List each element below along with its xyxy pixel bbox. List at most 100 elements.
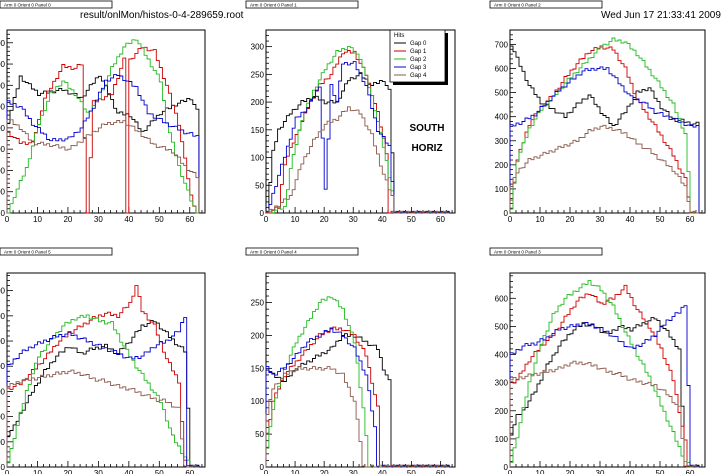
y-tick-label: 100 (251, 154, 265, 163)
series-gap-4 (509, 124, 699, 214)
y-tick-label: 600 (495, 65, 509, 74)
x-tick-label: 40 (124, 469, 133, 474)
y-axis: 0 100 200 300 400 500 600 700 800 (0, 29, 13, 218)
y-tick-label: 700 (0, 287, 6, 296)
series-gap-0 (509, 317, 700, 468)
x-tick-label: 40 (378, 469, 387, 474)
x-tick-label: 30 (94, 215, 103, 224)
panel-3: Arm 0 Orient 0 Panel 30 10 20 30 40 50 6001002… (489, 247, 706, 474)
y-tick-label: 100 (0, 438, 6, 447)
x-tick-label: 0 (508, 215, 513, 224)
y-tick-label: 300 (495, 137, 509, 146)
x-axis: 0 10 20 30 40 50 60 (508, 461, 703, 474)
series-gap-0 (6, 319, 200, 468)
series-gap-3 (6, 317, 200, 468)
side-label: SOUTH (410, 123, 445, 134)
y-axis: 0 100 200 300 400 500 600 700 (0, 275, 13, 472)
y-tick-label: 700 (495, 40, 509, 49)
y-tick-label: 100 (495, 185, 509, 194)
y-tick-label: 500 (0, 103, 6, 112)
plot-frame (265, 29, 456, 214)
x-tick-label: 0 (5, 215, 10, 224)
series-gap-3 (509, 305, 700, 468)
x-axis: 0 10 20 30 40 50 60 (264, 207, 453, 224)
x-tick-label: 30 (349, 469, 358, 474)
x-tick-label: 0 (508, 469, 513, 474)
x-tick-label: 50 (656, 469, 665, 474)
panel-title: Arm 0 Orient 0 Panel 4 (250, 250, 297, 255)
y-tick-label: 100 (0, 188, 6, 197)
y-tick-label: 200 (0, 166, 6, 175)
y-tick-label: 250 (251, 299, 265, 308)
series-gap-4 (509, 360, 699, 468)
y-tick-label: 500 (0, 337, 6, 346)
x-tick-label: 40 (124, 215, 133, 224)
y-tick-label: 0 (1, 463, 6, 472)
panel-0: Arm 0 Orient 0 Panel 0010203040506001002… (0, 0, 206, 224)
y-tick-label: 800 (0, 39, 6, 48)
panel-title-tab: Arm 0 Orient 0 Panel 1 (245, 0, 359, 9)
panel-title: Arm 0 Orient 0 Panel 1 (250, 3, 297, 8)
panel-title-tab: Arm 0 Orient 0 Panel 0 (0, 0, 113, 9)
x-tick-label: 10 (536, 215, 545, 224)
series-gap-1 (509, 45, 699, 214)
series-gap-4 (266, 106, 450, 214)
series-gap-2 (266, 46, 450, 214)
x-tick-label: 20 (63, 215, 72, 224)
panel-title-tab: Arm 0 Orient 0 Panel 2 (489, 0, 603, 9)
x-tick-label: 50 (407, 469, 416, 474)
legend: Hits Gap 0 Gap 1 Gap 2 Gap 3 Gap 4 (389, 29, 448, 85)
panel-title-box (489, 0, 603, 9)
series-gap-1 (509, 284, 699, 468)
series-gap-0 (509, 45, 700, 213)
datetime-label: Wed Jun 17 21:33:41 2009 (601, 10, 721, 21)
series-gap-1 (265, 326, 450, 468)
y-tick-label: 50 (255, 430, 264, 439)
x-tick-label: 20 (320, 215, 329, 224)
y-tick-label: 200 (251, 331, 265, 340)
y-tick-label: 200 (251, 98, 265, 107)
y-tick-label: 500 (495, 322, 509, 331)
panel-title-tab: Arm 0 Orient 0 Panel 4 (245, 247, 359, 256)
series-gap-1 (6, 285, 199, 468)
x-tick-label: 30 (349, 215, 358, 224)
panel-4: Arm 0 Orient 0 Panel 4 0 10 20 30 40 50 60 0 50 10… (245, 247, 456, 474)
y-tick-label: 300 (0, 145, 6, 154)
panel-title-box (0, 247, 113, 256)
x-tick-label: 20 (566, 469, 575, 474)
legend-title: Hits (394, 33, 404, 39)
x-tick-label: 30 (596, 469, 605, 474)
series-gap-2 (6, 314, 199, 468)
legend-entry: Gap 3 (410, 65, 427, 71)
x-tick-label: 60 (686, 469, 695, 474)
y-tick-label: 400 (0, 362, 6, 371)
panel-title-box (245, 247, 359, 256)
y-tick-label: 200 (0, 413, 6, 422)
y-tick-label: 0 (504, 463, 509, 472)
y-tick-label: 300 (495, 379, 509, 388)
x-tick-label: 30 (94, 469, 103, 474)
x-tick-label: 60 (185, 469, 194, 474)
panel-2: Arm 0 Orient 0 Panel 20 10 20 30 40 50 6001002… (489, 0, 706, 224)
x-tick-label: 60 (436, 215, 445, 224)
y-tick-label: 0 (504, 209, 509, 218)
x-tick-label: 10 (291, 215, 300, 224)
x-tick-label: 10 (291, 469, 300, 474)
y-tick-label: 700 (0, 60, 6, 69)
x-tick-label: 40 (626, 215, 635, 224)
x-tick-label: 0 (264, 469, 269, 474)
y-tick-label: 150 (251, 126, 265, 135)
y-axis: 0 100 200 300 400 500 600 700 (495, 29, 516, 218)
series-gap-3 (265, 327, 450, 468)
plot-frame (6, 272, 206, 468)
y-tick-label: 400 (495, 113, 509, 122)
y-tick-label: 150 (251, 364, 265, 373)
panel-title: Arm 0 Orient 0 Panel 2 (494, 3, 541, 8)
legend-entry: Gap 1 (410, 49, 427, 55)
y-tick-label: 0 (260, 209, 265, 218)
x-tick-label: 50 (155, 469, 164, 474)
y-tick-label: 400 (495, 351, 509, 360)
panel-1: Arm 0 Orient 0 Panel 1 0 10 20 30 40 50 60 0 50 10… (245, 0, 456, 224)
y-tick-label: 600 (0, 312, 6, 321)
